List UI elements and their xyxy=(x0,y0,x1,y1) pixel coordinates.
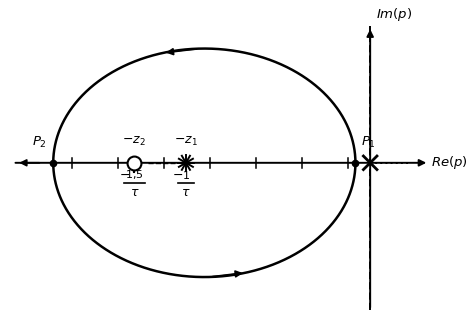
Text: $\tau$: $\tau$ xyxy=(129,186,139,199)
Text: $-$: $-$ xyxy=(119,167,131,181)
Text: $\tau$: $\tau$ xyxy=(181,186,191,199)
Text: $1{,}5$: $1{,}5$ xyxy=(125,168,144,181)
Text: $-z_1$: $-z_1$ xyxy=(174,135,198,148)
Text: $Re(p)$: $Re(p)$ xyxy=(431,154,468,171)
Text: $-z_2$: $-z_2$ xyxy=(122,135,146,148)
Text: $1$: $1$ xyxy=(182,169,190,181)
Text: $Im(p)$: $Im(p)$ xyxy=(376,6,412,23)
Text: $P_2$: $P_2$ xyxy=(32,135,47,150)
Text: $P_1$: $P_1$ xyxy=(361,135,376,150)
Text: $-$: $-$ xyxy=(172,167,183,181)
